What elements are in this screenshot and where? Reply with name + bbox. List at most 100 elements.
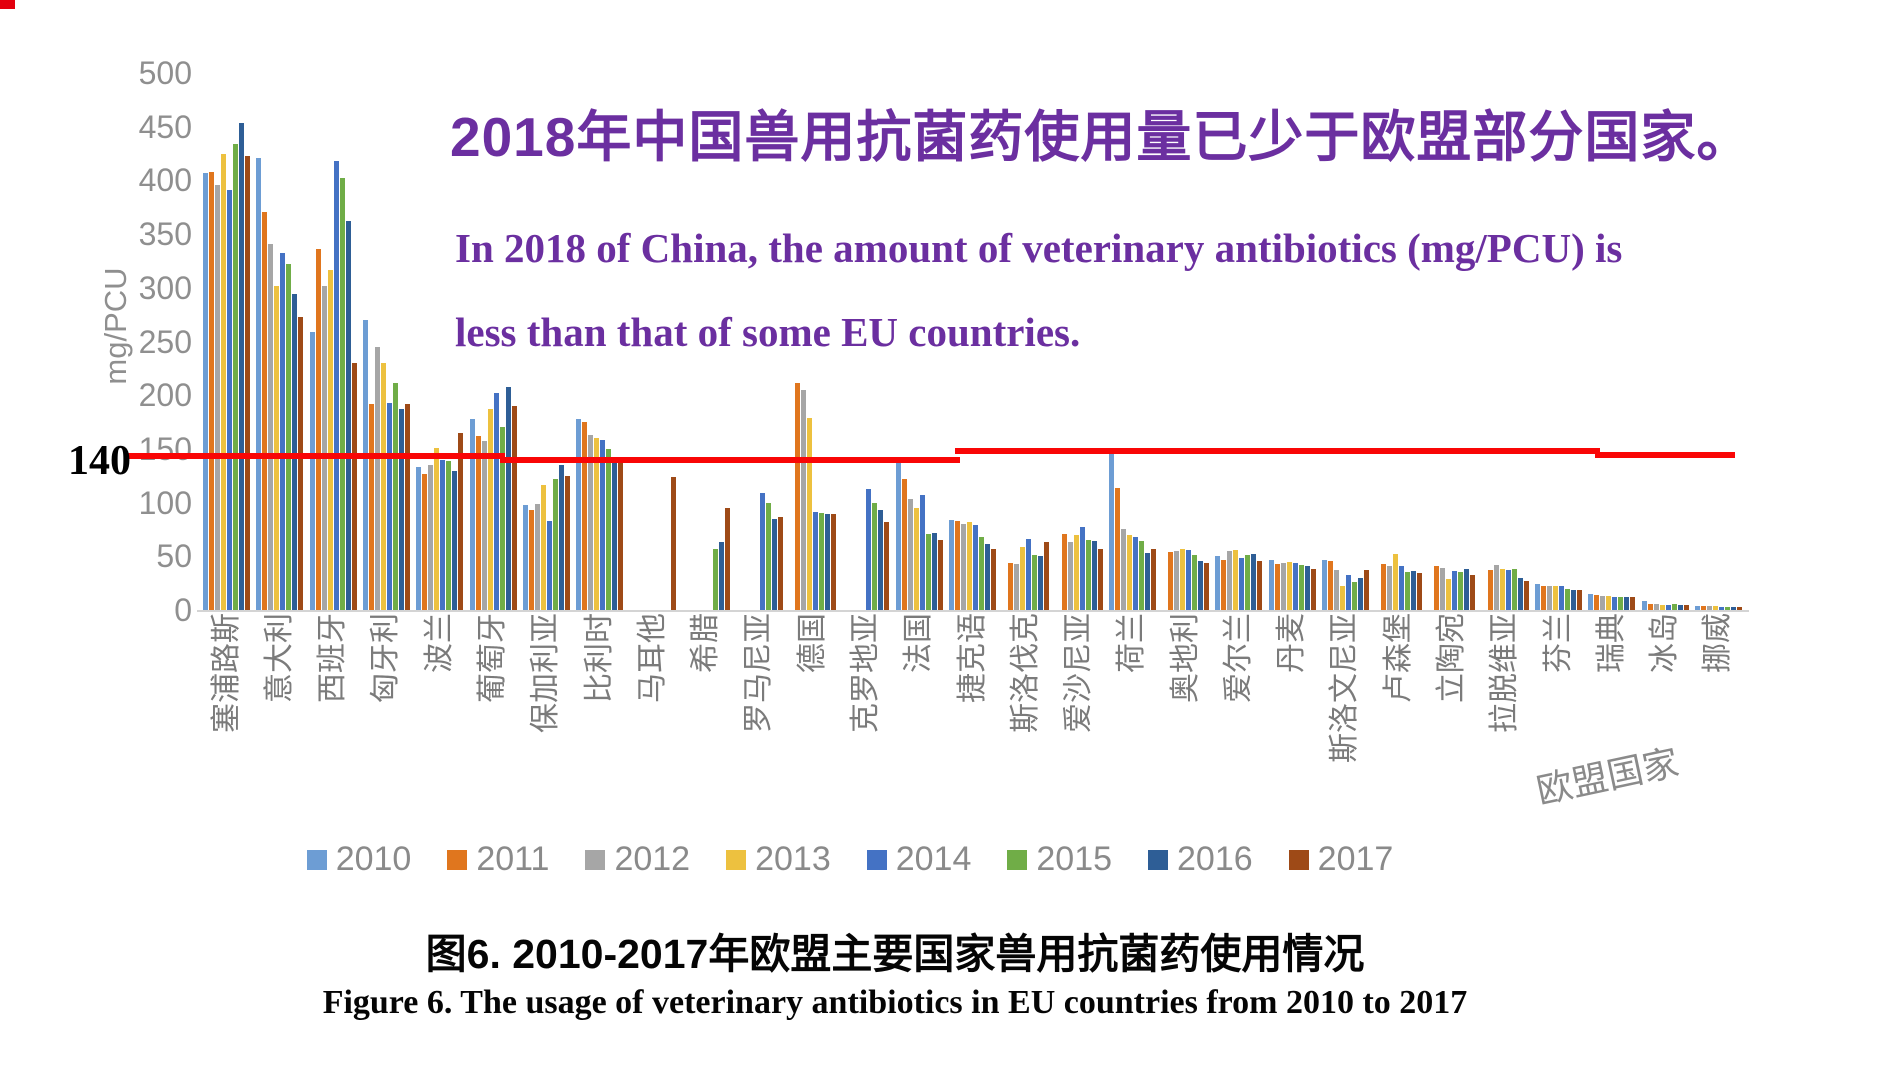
bar [493,393,499,610]
bar [1351,582,1357,610]
bar [1198,561,1204,610]
bar [1440,568,1446,610]
bar-group [522,73,570,610]
bar [1044,542,1050,610]
legend-item: 2012 [585,840,690,879]
bar [1594,595,1600,610]
bar [256,158,262,610]
x-axis-label: 匈牙利 [369,613,403,703]
bar [1577,590,1583,610]
x-axis-label: 捷克语 [955,613,989,703]
bar [333,161,339,610]
bar [801,390,807,610]
y-tick-label: 250 [138,323,192,360]
bar [1647,604,1653,610]
bar [1233,550,1239,610]
bar [1339,586,1345,610]
bar [1712,606,1718,610]
bar [1493,565,1499,610]
bar [961,524,966,610]
y-tick-label: 300 [138,269,192,306]
bar [1321,560,1327,610]
bar [374,347,380,610]
legend-item: 2017 [1288,840,1393,879]
bar-group [1056,73,1103,610]
legend-swatch [585,849,606,870]
bar-group [1002,73,1050,610]
bar [1079,527,1085,610]
bar [1411,571,1417,610]
bar [1180,549,1186,610]
x-axis-label: 希腊 [689,613,723,673]
x-axis-label: 丹麦 [1275,613,1309,673]
bar [1304,566,1310,610]
bar [771,519,777,610]
bar [262,212,268,610]
threshold-line-segment [500,457,960,463]
bar-group [629,73,677,610]
bar [819,513,825,610]
bar-group [1162,73,1210,610]
bar [546,521,552,610]
x-axis-label: 拉脱维亚 [1488,613,1522,733]
bar [274,286,280,610]
bar-group [576,73,624,610]
y-tick-label: 200 [138,377,192,414]
bar-group [469,73,517,610]
bar [1008,563,1014,610]
bar [582,422,588,610]
bar [528,510,534,610]
bar [1387,566,1393,610]
bar [446,461,452,610]
bar [1618,597,1624,610]
bar [1700,606,1706,610]
scan-artifact-mark [0,0,15,9]
bar [1671,604,1677,610]
bar [351,363,357,610]
bar [718,542,724,610]
bar [1399,566,1405,610]
bar [239,123,245,610]
legend-label: 2013 [755,840,831,878]
bar [1026,539,1032,610]
overlay-title-cn: 2018年中国兽用抗菌药使用量已少于欧盟部分国家。 [450,106,1753,168]
legend-label: 2010 [335,840,412,878]
bar [380,363,386,610]
bar [452,471,458,610]
bar-group [895,73,943,610]
bar [233,144,239,610]
y-tick-label: 100 [138,484,192,521]
bar [1606,596,1612,610]
bar [1215,556,1221,610]
bar [1186,550,1192,610]
bar [1138,541,1144,610]
legend-item: 2015 [1007,840,1112,879]
legend-label: 2011 [476,840,550,878]
bar [268,244,274,610]
bar [1730,607,1736,610]
bar [1470,575,1476,610]
x-axis-label: 克罗地亚 [848,613,882,733]
bar-group [256,73,304,610]
x-axis-label: 罗马尼亚 [742,613,776,733]
x-axis-label: 立陶宛 [1434,613,1468,703]
caption-line-en: Figure 6. The usage of veterinary antibi… [322,984,1468,1021]
bar [215,185,221,610]
bar [245,156,251,610]
bar [1085,540,1091,610]
x-axis-label: 斯洛伐克 [1008,613,1042,733]
bar [522,505,528,610]
bar [203,173,209,610]
bar [872,503,878,610]
threshold-line-segment [955,448,1600,454]
bar [973,525,978,610]
bar [1144,553,1150,610]
bar [1333,570,1339,610]
legend-label: 2014 [895,840,972,878]
bar [458,433,464,610]
bar [1653,604,1659,610]
bar [552,479,558,610]
bar-group [1428,73,1476,610]
bar [1565,589,1571,610]
bar [505,387,511,610]
